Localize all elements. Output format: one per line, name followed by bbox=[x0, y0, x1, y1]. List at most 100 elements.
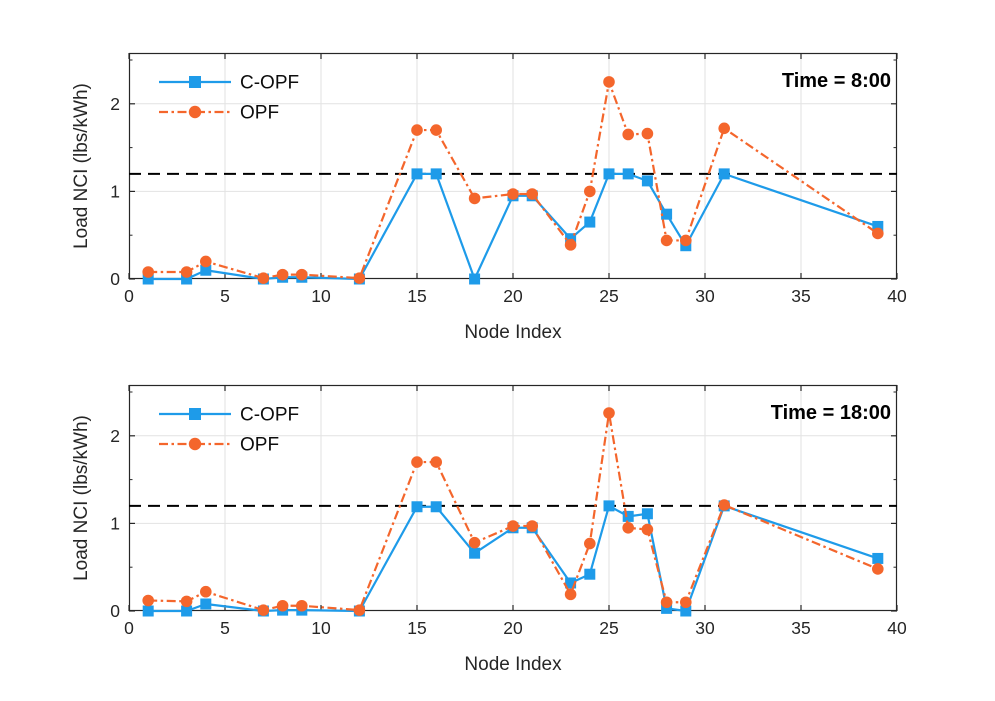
copf-marker bbox=[181, 605, 193, 617]
legend-c-opf-label: C-OPF bbox=[240, 73, 299, 94]
copf-marker bbox=[142, 605, 154, 617]
x-tick-label: 5 bbox=[220, 618, 230, 638]
opf-marker bbox=[276, 268, 289, 281]
opf-marker bbox=[353, 272, 366, 284]
opf-marker bbox=[718, 499, 730, 511]
x-axis-label: Node Index bbox=[464, 322, 562, 343]
y-tick-label: 1 bbox=[110, 181, 120, 201]
x-tick-label: 35 bbox=[791, 618, 810, 638]
copf-marker bbox=[872, 552, 884, 564]
opf-marker bbox=[276, 599, 289, 612]
x-tick-label: 10 bbox=[311, 286, 331, 306]
copf-marker bbox=[200, 264, 212, 276]
chart-title: Time = 18:00 bbox=[771, 402, 891, 424]
chart-title: Time = 8:00 bbox=[782, 70, 891, 92]
opf-marker bbox=[257, 272, 270, 284]
x-tick-label: 25 bbox=[599, 286, 618, 306]
x-tick-label: 30 bbox=[695, 286, 715, 306]
copf-marker bbox=[622, 168, 634, 180]
opf-marker bbox=[142, 266, 154, 278]
y-tick-label: 2 bbox=[110, 426, 120, 446]
opf-marker bbox=[142, 594, 154, 607]
x-tick-label: 20 bbox=[503, 618, 523, 638]
legend-square-marker-icon bbox=[189, 408, 201, 420]
opf-marker bbox=[257, 604, 270, 616]
copf-marker bbox=[603, 500, 615, 512]
opf-marker bbox=[468, 192, 481, 205]
opf-marker bbox=[680, 596, 692, 609]
opf-marker bbox=[603, 76, 615, 88]
opf-marker bbox=[200, 255, 212, 268]
legend-opf-label: OPF bbox=[240, 103, 279, 124]
opf-marker bbox=[353, 604, 366, 616]
opf-marker bbox=[680, 234, 692, 247]
opf-marker bbox=[180, 595, 193, 608]
opf-marker bbox=[603, 407, 615, 419]
subplot-time-800: 0 5 10 15 20 25 30 35 40 0 1 2 Node Index Load NCI (l… bbox=[71, 52, 907, 343]
copf-marker bbox=[584, 568, 596, 580]
y-tick-label: 1 bbox=[110, 513, 120, 533]
subplot-time-1800: 0 5 10 15 20 25 30 35 40 0 1 2 Node Index Load NCI (l… bbox=[71, 384, 907, 675]
x-tick-label: 30 bbox=[695, 618, 715, 638]
opf-marker bbox=[296, 599, 308, 612]
x-tick-label: 15 bbox=[407, 618, 426, 638]
copf-marker bbox=[565, 233, 577, 245]
opf-marker bbox=[718, 122, 730, 135]
legend-circle-marker-icon bbox=[188, 105, 202, 119]
copf-marker bbox=[142, 273, 154, 285]
copf-marker bbox=[411, 168, 423, 180]
x-tick-label: 5 bbox=[220, 286, 230, 306]
opf-marker bbox=[430, 124, 443, 136]
copf-marker bbox=[430, 501, 442, 513]
copf-marker bbox=[641, 175, 653, 187]
y-tick-label: 2 bbox=[110, 94, 120, 114]
copf-marker bbox=[641, 508, 653, 520]
legend-opf-label: OPF bbox=[240, 435, 279, 456]
legend-c-opf-label: C-OPF bbox=[240, 405, 299, 426]
x-tick-label: 25 bbox=[599, 618, 618, 638]
copf-marker bbox=[469, 273, 481, 285]
opf-marker bbox=[507, 520, 519, 532]
copf-marker bbox=[622, 510, 634, 522]
copf-marker bbox=[718, 168, 730, 180]
legend-square-marker-icon bbox=[189, 76, 201, 88]
opf-marker bbox=[584, 185, 596, 198]
copf-marker bbox=[469, 547, 481, 559]
x-axis-label: Node Index bbox=[464, 654, 562, 675]
opf-marker bbox=[641, 127, 654, 140]
opf-marker bbox=[872, 563, 884, 575]
opf-marker bbox=[411, 456, 423, 468]
copf-marker bbox=[584, 216, 596, 228]
x-tick-label: 0 bbox=[124, 618, 134, 638]
opf-marker bbox=[526, 520, 538, 532]
x-tick-label: 20 bbox=[503, 286, 523, 306]
opf-marker bbox=[622, 521, 634, 534]
copf-marker bbox=[872, 220, 884, 232]
y-axis-label: Load NCI (lbs/kWh) bbox=[71, 415, 92, 581]
y-tick-label: 0 bbox=[110, 269, 120, 289]
opf-marker bbox=[641, 523, 654, 536]
x-tick-label: 0 bbox=[124, 286, 134, 306]
y-axis-label: Load NCI (lbs/kWh) bbox=[71, 83, 92, 249]
copf-marker bbox=[565, 577, 577, 589]
copf-marker bbox=[200, 598, 212, 610]
copf-marker bbox=[603, 168, 615, 180]
opf-marker bbox=[584, 537, 596, 550]
copf-marker bbox=[661, 208, 673, 220]
opf-marker bbox=[872, 227, 884, 240]
copf-marker bbox=[411, 501, 423, 513]
opf-marker bbox=[622, 128, 634, 141]
x-tick-label: 35 bbox=[791, 286, 810, 306]
x-tick-label: 15 bbox=[407, 286, 426, 306]
y-tick-label: 0 bbox=[110, 601, 120, 621]
opf-marker bbox=[468, 536, 481, 549]
opf-marker bbox=[430, 456, 443, 468]
opf-marker bbox=[180, 266, 193, 278]
x-tick-label: 10 bbox=[311, 618, 331, 638]
copf-marker bbox=[181, 273, 193, 285]
opf-marker bbox=[296, 268, 308, 281]
copf-marker bbox=[661, 602, 673, 614]
x-tick-label: 40 bbox=[887, 286, 907, 306]
